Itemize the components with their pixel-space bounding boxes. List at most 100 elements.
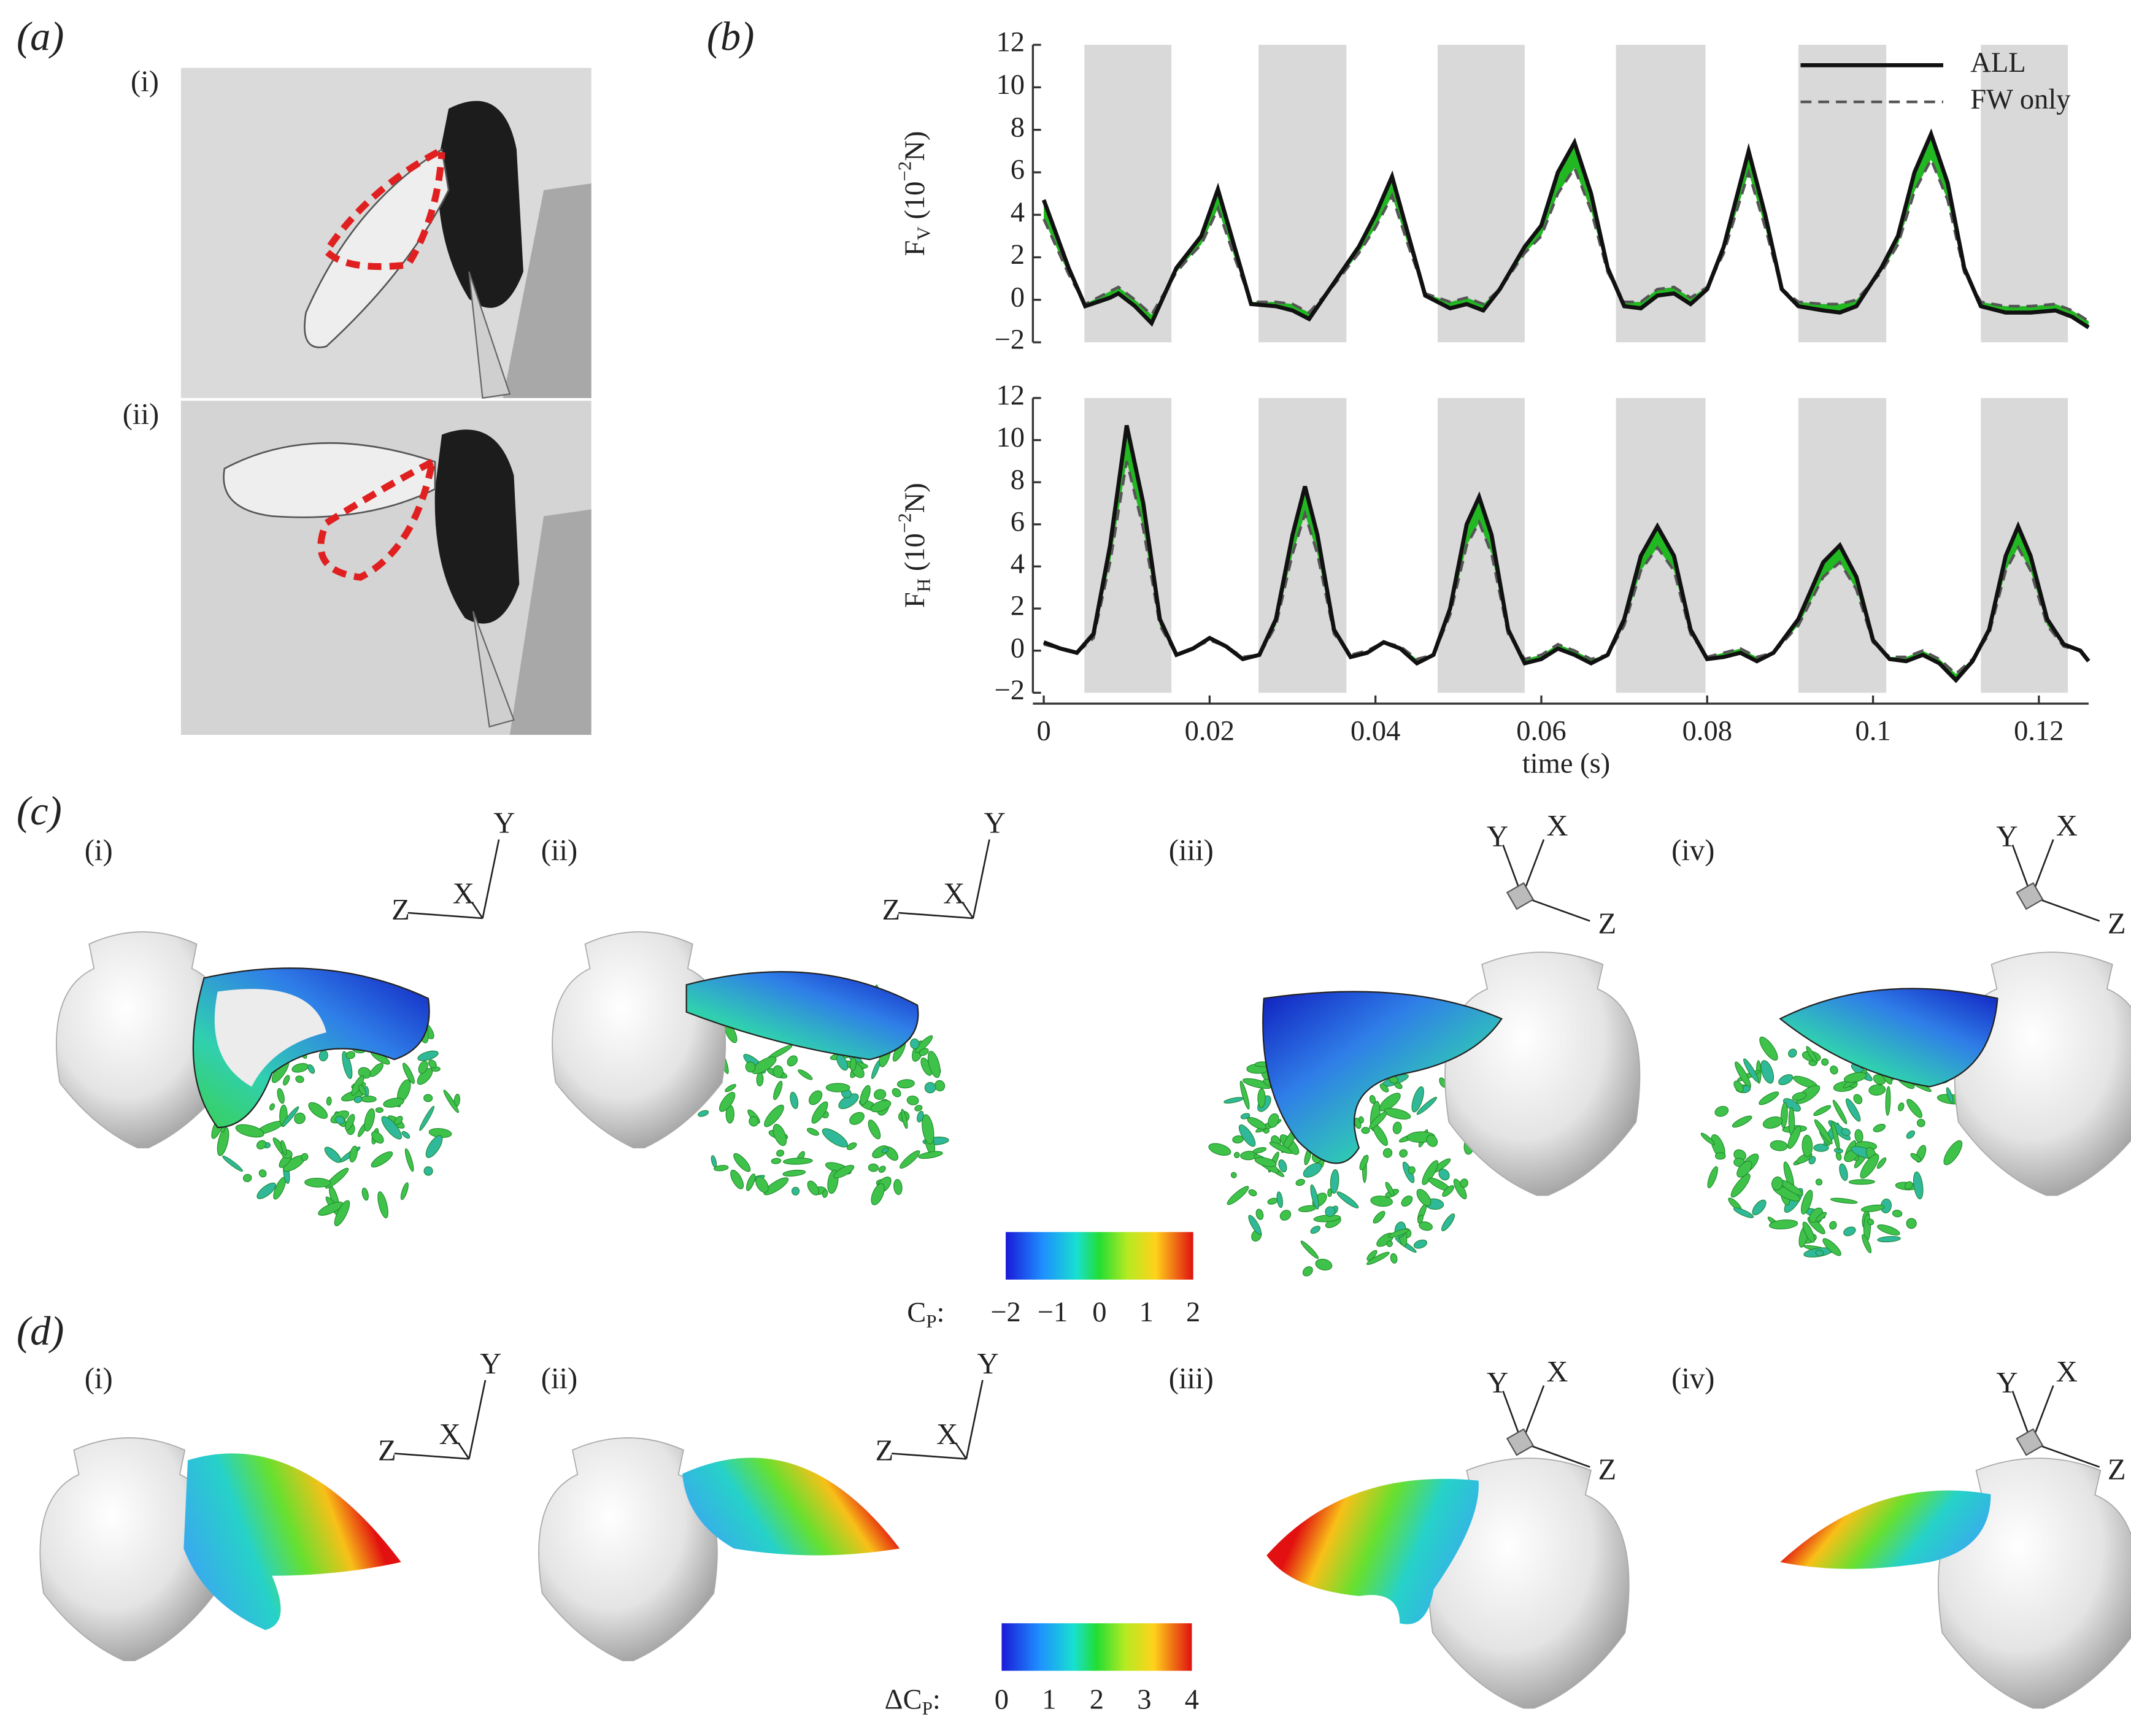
- vortex: [1366, 1250, 1378, 1261]
- vortex: [1943, 1140, 1963, 1166]
- vortex: [1853, 1094, 1863, 1104]
- vortex: [1813, 1105, 1832, 1116]
- vortex: [1781, 1102, 1788, 1128]
- y-axis-label: FH (10−2N): [894, 483, 934, 608]
- vortex: [1233, 1151, 1240, 1159]
- y-tick-label: 0: [1011, 282, 1025, 313]
- y-axis-label-part: H: [913, 578, 934, 592]
- vortex: [1760, 1060, 1775, 1084]
- panel-label: (c): [17, 789, 62, 834]
- vortex: [1386, 1240, 1393, 1247]
- wing-dcp: [1780, 1490, 1991, 1569]
- vortex: [782, 1158, 813, 1165]
- vortex: [1759, 1036, 1778, 1061]
- vortex: [787, 1055, 798, 1067]
- vortex: [295, 1075, 304, 1083]
- vortex: [1832, 1099, 1848, 1124]
- vortex: [1416, 1096, 1438, 1115]
- vortex: [1303, 1162, 1322, 1178]
- vortex: [1441, 1213, 1455, 1232]
- colorbar-tick-label: 0: [995, 1684, 1009, 1715]
- vortex: [1904, 1181, 1913, 1190]
- sub-label: (ii): [541, 1362, 578, 1395]
- vortex: [1422, 1160, 1439, 1185]
- vortex: [1369, 1095, 1376, 1104]
- vortex: [746, 1173, 756, 1191]
- vortex: [304, 1178, 331, 1188]
- colorbar-tick-label: −1: [1038, 1297, 1068, 1328]
- panel-label: (d): [17, 1309, 64, 1354]
- colorbar-tick-label: 1: [1139, 1297, 1154, 1328]
- vortex: [1830, 1065, 1838, 1075]
- triad-label: Y: [493, 807, 515, 840]
- vortex: [1854, 1129, 1863, 1143]
- vortex: [773, 1080, 783, 1100]
- vortex: [1862, 1234, 1872, 1254]
- triad-axis: [955, 1442, 967, 1459]
- vortex: [1770, 1140, 1788, 1151]
- vortex: [383, 1097, 404, 1108]
- sub-label: (iv): [1671, 834, 1714, 867]
- vortex: [1831, 1121, 1840, 1151]
- vortex: [400, 1182, 409, 1200]
- vortex: [1438, 1169, 1450, 1181]
- photo-ii: [180, 401, 592, 735]
- vortex: [1906, 1099, 1923, 1118]
- triad-axis: [1522, 1442, 1590, 1468]
- vortex: [764, 1104, 784, 1127]
- vortex: [1815, 1250, 1824, 1257]
- vortex: [1267, 1197, 1278, 1205]
- vortex: [1806, 1046, 1818, 1064]
- vortex: [1898, 1102, 1905, 1112]
- colorbar-label-part: P: [922, 1697, 933, 1719]
- vortex: [1778, 1074, 1794, 1085]
- vortex: [1843, 1226, 1856, 1237]
- vortex: [1802, 1221, 1815, 1243]
- vortex: [1815, 1178, 1823, 1186]
- vortex: [1813, 1143, 1829, 1152]
- vortex: [1877, 1224, 1900, 1236]
- vortex: [1714, 1152, 1726, 1160]
- vortex: [822, 1189, 828, 1198]
- vortex: [283, 1075, 290, 1086]
- vortex: [1252, 1146, 1267, 1154]
- vortex: [324, 1146, 342, 1163]
- vortex: [918, 1151, 943, 1159]
- triad-axis: [394, 1453, 469, 1460]
- series-line: [1041, 128, 2090, 329]
- colorbar-tick-label: 2: [1186, 1297, 1200, 1328]
- y-axis-label-part: −2: [894, 161, 915, 182]
- vortex: [307, 1064, 315, 1074]
- vortex: [1906, 1130, 1915, 1139]
- vortex: [798, 1069, 813, 1080]
- vortex: [807, 1180, 819, 1196]
- triad-label: Y: [984, 807, 1006, 840]
- series-line: [1042, 424, 2091, 683]
- vortex: [349, 1145, 358, 1163]
- vortex: [730, 1169, 744, 1189]
- axis-triad: Z Y X: [1996, 1355, 2125, 1486]
- legend-label: FW only: [1970, 84, 2071, 115]
- vortex: [1325, 1206, 1336, 1217]
- vortex: [1736, 1161, 1752, 1178]
- colorbar-tick-label: −2: [990, 1297, 1020, 1328]
- vortex: [1768, 1219, 1798, 1230]
- y-tick-label: 8: [1011, 464, 1025, 496]
- vortex: [1442, 1185, 1454, 1197]
- x-tick-label: 0.1: [1855, 715, 1890, 747]
- vortex: [1792, 1092, 1807, 1101]
- shaded-interval: [1438, 398, 1525, 693]
- legend-label: ALL: [1970, 47, 2025, 79]
- vortex: [1829, 1221, 1837, 1230]
- triad-label: Y: [977, 1347, 999, 1380]
- vortex: [752, 1056, 777, 1075]
- vortex: [846, 1142, 857, 1150]
- triad-label: Z: [391, 893, 410, 926]
- vortex: [756, 1072, 764, 1086]
- vortex: [878, 1166, 886, 1173]
- vortex: [1223, 1097, 1244, 1104]
- vortex: [1730, 1173, 1751, 1198]
- triad-cube: [2016, 882, 2044, 910]
- vortex: [1843, 1072, 1867, 1083]
